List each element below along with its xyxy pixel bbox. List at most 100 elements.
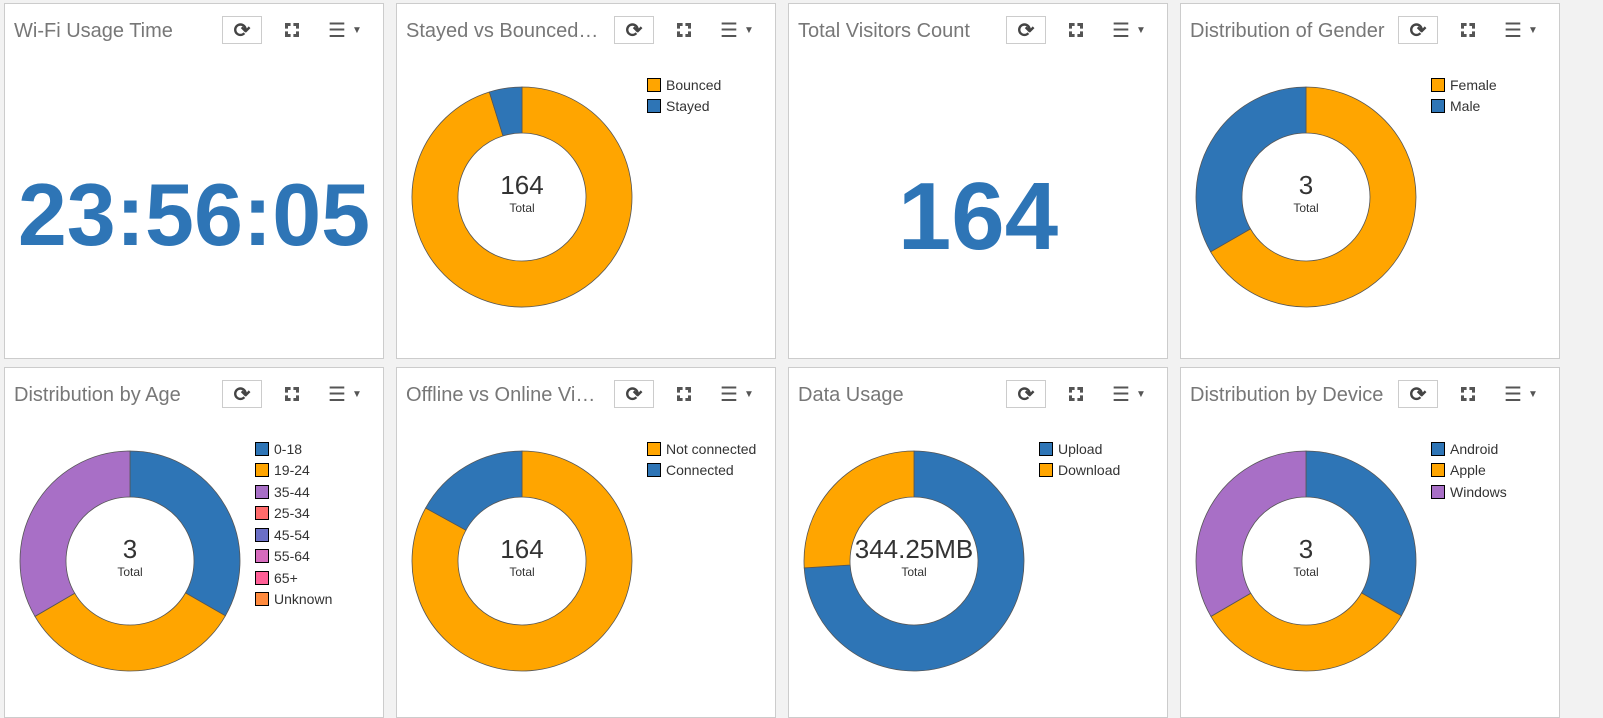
donut-center: 3 Total: [1226, 534, 1386, 579]
fullscreen-button[interactable]: [278, 380, 306, 408]
widget-panel: Total Visitors Count ⟳ ☰ ▼ 164: [788, 3, 1168, 359]
donut-slice-upload[interactable]: [803, 450, 1025, 672]
legend-swatch: [255, 570, 269, 585]
legend-item[interactable]: Unknown: [255, 589, 375, 611]
donut-chart: [1195, 450, 1417, 672]
fullscreen-button[interactable]: [1062, 380, 1090, 408]
legend-item[interactable]: 65+: [255, 567, 375, 589]
refresh-button[interactable]: ⟳: [614, 16, 654, 44]
donut-slice-female[interactable]: [1210, 86, 1417, 308]
fullscreen-button[interactable]: [1062, 16, 1090, 44]
fullscreen-button[interactable]: [670, 380, 698, 408]
legend-swatch: [255, 506, 269, 521]
legend-label: 19-24: [274, 462, 310, 479]
refresh-button[interactable]: ⟳: [1006, 380, 1046, 408]
donut-slice-19-24[interactable]: [34, 592, 226, 672]
legend-swatch: [1431, 441, 1445, 456]
caret-down-icon: ▼: [1527, 388, 1538, 400]
donut-slice-male[interactable]: [1195, 86, 1307, 253]
fullscreen-button[interactable]: [670, 16, 698, 44]
menu-icon: ☰: [720, 19, 738, 42]
donut-slice-0-18[interactable]: [129, 450, 241, 617]
donut-chart: [411, 450, 633, 672]
refresh-button[interactable]: ⟳: [1398, 380, 1438, 408]
legend-label: Bounced: [666, 76, 722, 93]
legend-swatch: [1431, 484, 1445, 499]
menu-icon: ☰: [328, 383, 346, 406]
widget-title: Total Visitors Count: [798, 20, 970, 42]
donut-slice-bounced[interactable]: [411, 86, 633, 308]
legend-label: Not connected: [666, 440, 757, 457]
legend-label: 0-18: [274, 440, 303, 457]
legend-item[interactable]: Male: [1431, 96, 1551, 118]
legend-item[interactable]: Upload: [1039, 438, 1159, 460]
widget-panel: Stayed vs Bounced Visitors ⟳ ☰▼164TotalB…: [396, 3, 776, 359]
menu-dropdown-button[interactable]: ☰ ▼: [1504, 16, 1538, 44]
legend-item[interactable]: Bounced: [647, 74, 767, 96]
legend-item[interactable]: Not connected: [647, 438, 767, 460]
fullscreen-button[interactable]: [1454, 16, 1482, 44]
menu-dropdown-button[interactable]: ☰ ▼: [1112, 16, 1146, 44]
legend-item[interactable]: Stayed: [647, 96, 767, 118]
legend-swatch: [255, 463, 269, 478]
total-value: 344.25MB: [854, 534, 974, 564]
donut-slice-apple[interactable]: [1210, 592, 1402, 672]
expand-icon: [1069, 23, 1083, 37]
refresh-button[interactable]: ⟳: [222, 380, 262, 408]
legend-item[interactable]: 25-34: [255, 503, 375, 525]
refresh-icon: ⟳: [625, 19, 643, 42]
donut-slice-not-connected[interactable]: [411, 450, 633, 672]
legend-swatch: [647, 77, 661, 92]
legend-item[interactable]: Apple: [1431, 460, 1551, 482]
refresh-icon: ⟳: [625, 383, 643, 406]
refresh-button[interactable]: ⟳: [222, 16, 262, 44]
menu-dropdown-button[interactable]: ☰ ▼: [720, 380, 754, 408]
donut-slice-android[interactable]: [1305, 450, 1417, 617]
metric-value: 23:56:05: [17, 165, 371, 264]
donut-slice-connected[interactable]: [425, 450, 523, 531]
total-value: 164: [500, 170, 544, 200]
refresh-button[interactable]: ⟳: [1398, 16, 1438, 44]
widget-panel: Distribution of Gender ⟳ ☰ ▼ 3 Total Female M…: [1180, 3, 1560, 359]
legend-item[interactable]: 55-64: [255, 546, 375, 568]
fullscreen-button[interactable]: [1454, 380, 1482, 408]
total-value: 3: [1298, 534, 1314, 564]
expand-icon: [1461, 387, 1475, 401]
donut-slice-download[interactable]: [803, 450, 915, 569]
refresh-button[interactable]: ⟳: [1006, 16, 1046, 44]
legend-label: Female: [1450, 76, 1497, 93]
menu-icon: ☰: [1504, 19, 1522, 42]
menu-dropdown-button[interactable]: ☰ ▼: [720, 16, 754, 44]
legend-item[interactable]: 0-18: [255, 438, 375, 460]
refresh-icon: ⟳: [233, 19, 251, 42]
legend-item[interactable]: 19-24: [255, 460, 375, 482]
legend-item[interactable]: Female: [1431, 74, 1551, 96]
donut-slice-35-44[interactable]: [19, 450, 131, 617]
donut-slice-stayed[interactable]: [488, 86, 523, 137]
total-label: Total: [117, 565, 143, 579]
legend-item[interactable]: Download: [1039, 460, 1159, 482]
fullscreen-button[interactable]: [278, 16, 306, 44]
menu-dropdown-button[interactable]: ☰ ▼: [1112, 380, 1146, 408]
menu-dropdown-button[interactable]: ☰ ▼: [328, 380, 362, 408]
refresh-button[interactable]: ⟳: [614, 380, 654, 408]
menu-dropdown-button[interactable]: ☰ ▼: [1504, 380, 1538, 408]
donut-center: 344.25MB Total: [834, 534, 994, 579]
caret-down-icon: ▼: [351, 388, 362, 400]
legend-item[interactable]: Windows: [1431, 481, 1551, 503]
legend-item[interactable]: Connected: [647, 460, 767, 482]
caret-down-icon: ▼: [743, 388, 754, 400]
legend-label: Connected: [666, 462, 734, 479]
legend-swatch: [647, 463, 661, 478]
total-value: 3: [1298, 170, 1314, 200]
donut-slice-windows[interactable]: [1195, 450, 1307, 617]
donut-chart: [411, 86, 633, 308]
widget-panel: Wi-Fi Usage Time ⟳ ☰ ▼ 23:56:05: [4, 3, 384, 359]
donut-center: 3 Total: [1226, 170, 1386, 215]
menu-dropdown-button[interactable]: ☰ ▼: [328, 16, 362, 44]
legend-item[interactable]: 35-44: [255, 481, 375, 503]
legend-swatch: [255, 549, 269, 564]
total-label: Total: [509, 565, 535, 579]
legend-item[interactable]: 45-54: [255, 524, 375, 546]
legend-item[interactable]: Android: [1431, 438, 1551, 460]
